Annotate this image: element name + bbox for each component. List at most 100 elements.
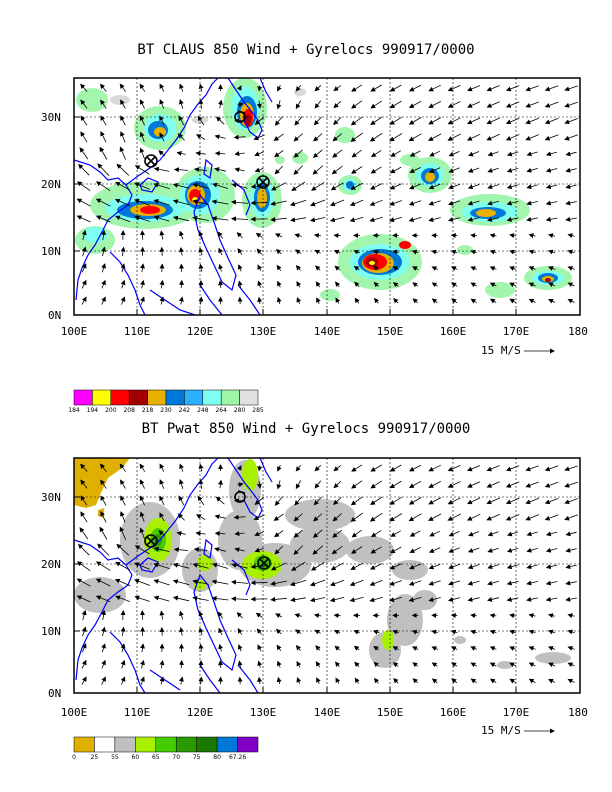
wind-vector bbox=[369, 596, 383, 603]
wind-vector bbox=[274, 530, 284, 538]
wind-vector bbox=[275, 613, 283, 618]
wind-vector bbox=[120, 659, 126, 669]
wind-vector bbox=[159, 296, 165, 305]
wind-vector bbox=[101, 229, 107, 241]
wind-vector bbox=[198, 479, 204, 489]
wind-vector bbox=[99, 83, 107, 92]
panel-2-coastlines bbox=[74, 458, 273, 693]
wind-vector bbox=[451, 678, 458, 684]
wind-vector bbox=[528, 282, 536, 288]
wind-vector bbox=[312, 149, 323, 158]
wind-vector bbox=[451, 298, 458, 304]
wind-vector bbox=[506, 596, 519, 602]
wind-vector bbox=[333, 117, 342, 125]
wind-vector bbox=[119, 526, 127, 540]
wind-vector bbox=[78, 163, 90, 176]
wind-vector bbox=[564, 481, 578, 488]
wind-vector bbox=[333, 480, 342, 489]
wind-vector bbox=[198, 296, 204, 305]
wind-vector bbox=[198, 247, 204, 256]
wind-vector bbox=[467, 547, 480, 553]
wind-vector bbox=[567, 249, 575, 255]
wind-vector bbox=[428, 481, 441, 488]
wind-vector bbox=[256, 480, 262, 489]
wind-vector bbox=[408, 497, 422, 505]
wind-vector bbox=[214, 514, 226, 520]
wind-vector bbox=[179, 610, 184, 620]
wind-vector bbox=[489, 629, 497, 635]
colorbar-swatch bbox=[184, 389, 204, 406]
wind-vector bbox=[565, 580, 577, 586]
panel-2-lon-label: 170E bbox=[503, 706, 530, 719]
panel-1-ref-vector-label: 15 M/S bbox=[481, 344, 521, 357]
panel-1-map: 30N 20N 10N 0N 100E 110E 120E 130E 140E … bbox=[41, 77, 588, 414]
wind-vector bbox=[447, 217, 461, 222]
wind-vector bbox=[172, 215, 190, 222]
colorbar-swatch bbox=[220, 389, 240, 406]
wind-vector bbox=[95, 215, 111, 223]
wind-vector bbox=[447, 117, 461, 125]
wind-vector bbox=[486, 497, 500, 505]
wind-vector bbox=[231, 562, 248, 569]
wind-vector bbox=[467, 580, 480, 586]
wind-vector bbox=[548, 233, 556, 239]
wind-vector bbox=[428, 84, 441, 92]
wind-vector bbox=[290, 597, 306, 603]
wind-vector bbox=[567, 266, 575, 271]
wind-vector bbox=[158, 530, 166, 537]
wind-vector bbox=[567, 629, 575, 635]
wind-vector bbox=[253, 134, 265, 141]
wind-vector bbox=[295, 464, 302, 472]
wind-vector bbox=[198, 263, 204, 272]
wind-vector bbox=[313, 133, 323, 142]
wind-vector bbox=[293, 165, 304, 175]
wind-vector bbox=[334, 281, 341, 288]
wind-vector bbox=[95, 561, 111, 571]
wind-vector bbox=[119, 146, 126, 160]
wind-vector bbox=[526, 596, 538, 602]
wind-vector bbox=[139, 527, 145, 539]
gyre-marker bbox=[234, 490, 246, 503]
wind-vector bbox=[564, 134, 579, 141]
wind-vector bbox=[408, 217, 422, 223]
wind-vector bbox=[489, 266, 497, 271]
wind-vector bbox=[545, 151, 558, 157]
wind-vector bbox=[487, 547, 499, 553]
wind-vector bbox=[100, 495, 107, 506]
wind-vector bbox=[293, 545, 304, 556]
wind-vector bbox=[80, 479, 88, 489]
wind-vector bbox=[353, 645, 360, 651]
wind-vector bbox=[211, 596, 229, 601]
wind-vector bbox=[134, 215, 150, 222]
wind-vector bbox=[134, 578, 151, 586]
wind-vector bbox=[412, 646, 419, 651]
wind-vector bbox=[291, 561, 306, 571]
wind-vector bbox=[159, 659, 165, 669]
panel-2-lat-label: 0N bbox=[48, 687, 61, 700]
wind-vector bbox=[115, 595, 131, 602]
wind-vector bbox=[99, 146, 108, 160]
colorbar-label: 264 bbox=[215, 407, 227, 414]
wind-vector bbox=[293, 529, 303, 538]
wind-vector bbox=[489, 646, 497, 651]
wind-vector bbox=[332, 133, 342, 142]
wind-vector bbox=[428, 580, 441, 586]
colorbar-swatch bbox=[135, 736, 157, 753]
wind-vector bbox=[431, 629, 438, 635]
wind-vector bbox=[296, 297, 302, 305]
wind-vector bbox=[351, 100, 363, 109]
wind-vector bbox=[198, 463, 204, 472]
wind-vector bbox=[296, 677, 302, 685]
colorbar-label: 218 bbox=[142, 407, 154, 414]
wind-vector bbox=[505, 481, 520, 488]
wind-vector bbox=[254, 531, 264, 537]
wind-vector bbox=[295, 480, 302, 490]
wind-vector bbox=[234, 547, 245, 553]
wind-vector bbox=[80, 99, 88, 109]
panel-1-lat-label: 30N bbox=[41, 111, 61, 124]
wind-vector bbox=[236, 612, 243, 619]
wind-vector bbox=[97, 543, 110, 556]
wind-vector bbox=[254, 167, 264, 173]
wind-vector bbox=[487, 217, 500, 222]
wind-vector bbox=[450, 249, 458, 255]
